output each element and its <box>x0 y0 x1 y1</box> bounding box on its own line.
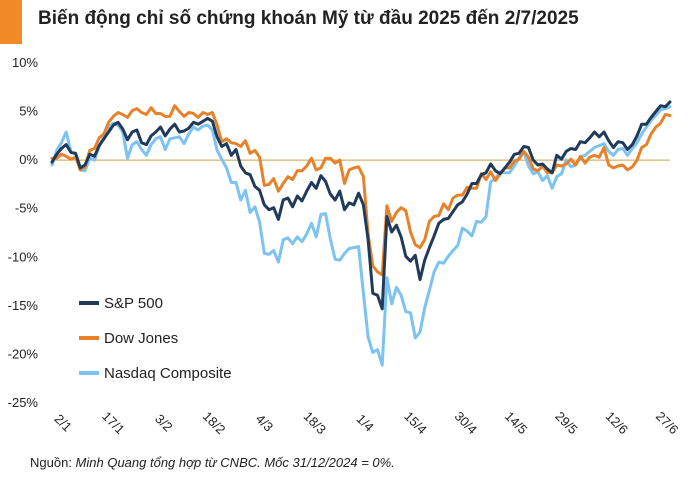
y-axis: 10% 5% 0% -5% -10% -15% -20% -25% <box>8 55 39 410</box>
x-tick-label: 30/4 <box>452 409 481 438</box>
x-tick-label: 17/1 <box>99 409 128 438</box>
x-tick-label: 4/3 <box>253 411 276 434</box>
legend-item-sp500: S&P 500 <box>79 295 163 312</box>
x-tick-label: 18/3 <box>301 409 330 438</box>
y-tick-label: -15% <box>8 298 39 313</box>
x-tick-label: 18/2 <box>200 409 229 438</box>
series-lines <box>50 100 672 367</box>
y-tick-label: -20% <box>8 346 39 361</box>
x-tick-label: 1/4 <box>353 411 376 434</box>
x-tick-label: 14/5 <box>502 409 531 438</box>
source-prefix: Nguồn: <box>30 455 76 470</box>
legend-label: S&P 500 <box>104 295 163 312</box>
y-tick-label: 10% <box>12 55 38 70</box>
legend: S&P 500 Dow Jones Nasdaq Composite <box>79 295 232 382</box>
legend-label: Nasdaq Composite <box>104 365 232 382</box>
dow-jones-line <box>50 104 672 277</box>
x-tick-label: 15/4 <box>401 409 430 438</box>
source-note: Nguồn: Minh Quang tổng hợp từ CNBC. Mốc … <box>30 455 395 470</box>
y-tick-label: -5% <box>15 201 39 216</box>
legend-item-nasdaq: Nasdaq Composite <box>79 365 232 382</box>
x-tick-label: 29/5 <box>552 409 581 438</box>
y-tick-label: -10% <box>8 249 39 264</box>
x-axis: 2/1 17/1 3/2 18/2 4/3 18/3 1/4 15/4 30/4 14/5 29/5… <box>51 409 681 438</box>
y-tick-label: 5% <box>19 104 38 119</box>
title-accent-bar <box>0 0 22 44</box>
y-tick-label: 0% <box>19 152 38 167</box>
legend-label: Dow Jones <box>104 330 178 347</box>
x-tick-label: 2/1 <box>51 411 74 434</box>
x-tick-label: 3/2 <box>152 411 175 434</box>
legend-item-dow-jones: Dow Jones <box>79 330 178 347</box>
sp500-line <box>50 100 672 311</box>
x-tick-label: 12/6 <box>603 409 632 438</box>
chart-title: Biến động chỉ số chứng khoán Mỹ từ đầu 2… <box>38 8 579 29</box>
source-text: Minh Quang tổng hợp từ CNBC. Mốc 31/12/2… <box>75 455 395 470</box>
x-tick-label: 27/6 <box>653 409 682 438</box>
y-tick-label: -25% <box>8 395 39 410</box>
